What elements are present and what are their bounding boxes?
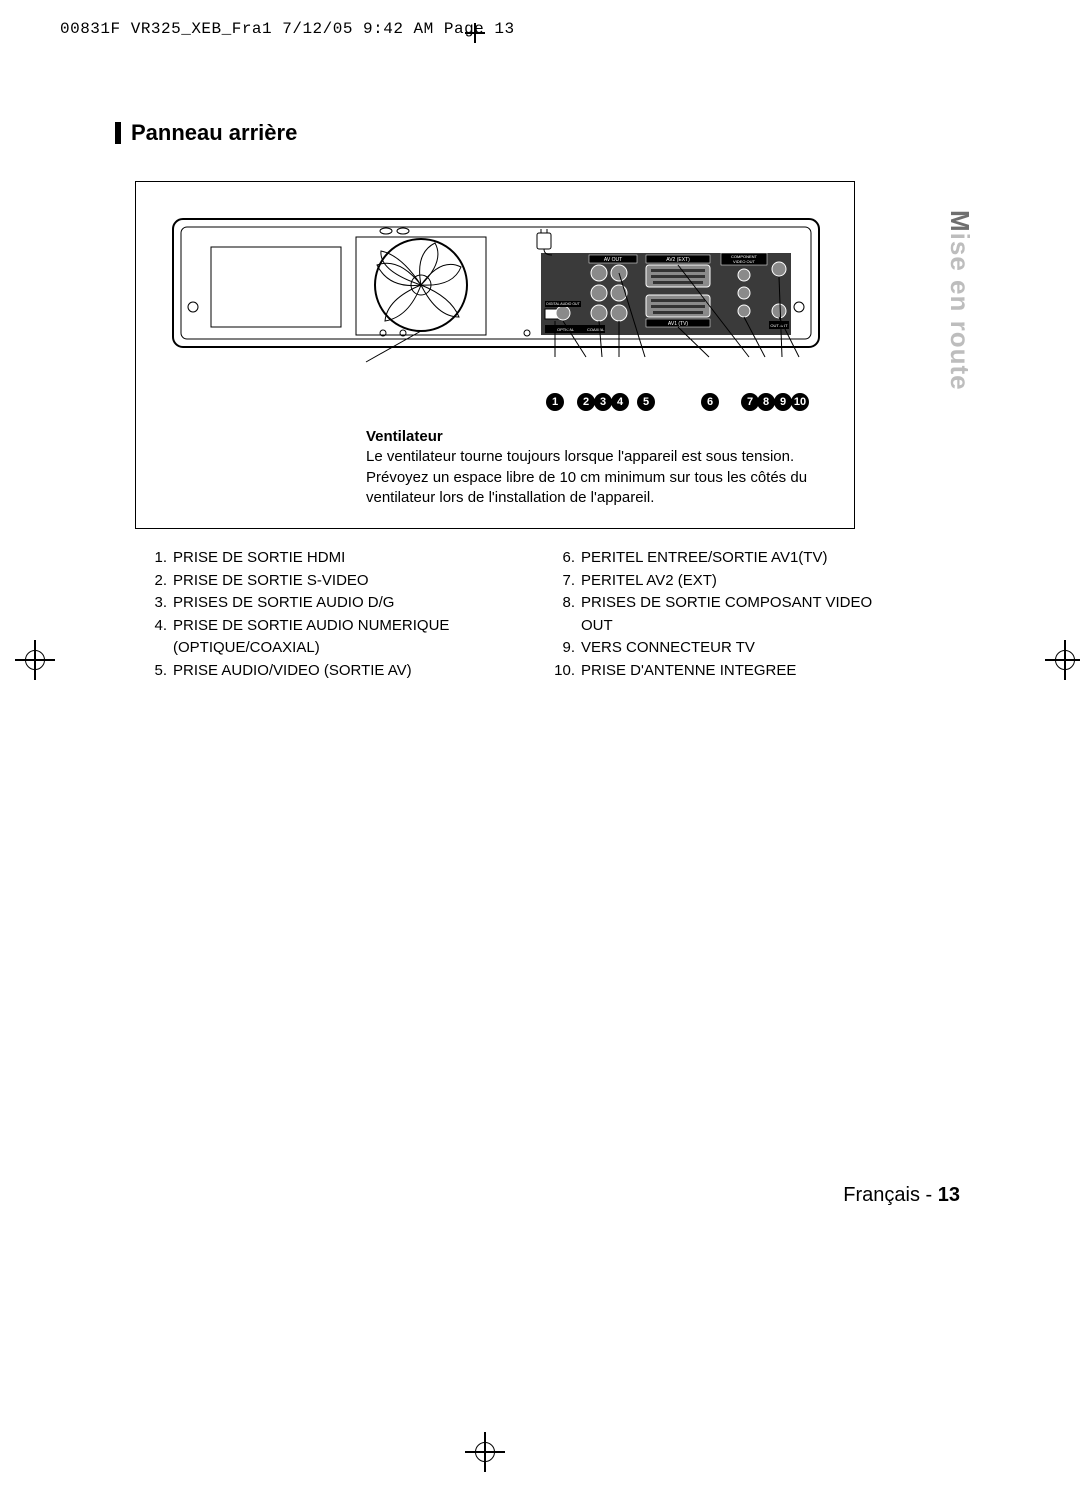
rear-panel-diagram: AV OUT OPTICAL COAXIAL DIGITAL AUDIO OUT… bbox=[171, 217, 821, 387]
registration-mark-left bbox=[15, 640, 55, 680]
label-av1-tv: AV1 (TV) bbox=[668, 321, 689, 327]
list-item: 9.VERS CONNECTEUR TV bbox=[553, 637, 901, 660]
ventilator-line1: Le ventilateur tourne toujours lorsque l… bbox=[366, 448, 794, 465]
legend: 1.PRISE DE SORTIE HDMI 2.PRISE DE SORTIE… bbox=[145, 547, 965, 682]
ventilator-note: Ventilateur Le ventilateur tourne toujou… bbox=[366, 427, 819, 508]
page-content: Panneau arrière bbox=[115, 120, 965, 682]
callout-3: 3 bbox=[594, 393, 612, 411]
legend-right: 6.PERITEL ENTREE/SORTIE AV1(TV) 7.PERITE… bbox=[553, 547, 901, 682]
list-item: 7.PERITEL AV2 (EXT) bbox=[553, 570, 901, 593]
list-item: 5.PRISE AUDIO/VIDEO (SORTIE AV) bbox=[145, 660, 493, 683]
callout-row: 1 2 3 4 5 6 7 8 9 10 bbox=[171, 393, 819, 423]
footer-language: Français bbox=[843, 1184, 920, 1206]
list-item: 2.PRISE DE SORTIE S-VIDEO bbox=[145, 570, 493, 593]
callout-5: 5 bbox=[637, 393, 655, 411]
label-digital-audio: DIGITAL AUDIO OUT bbox=[546, 302, 580, 306]
label-out-ant: OUT ANT bbox=[770, 323, 788, 328]
ventilator-label: Ventilateur bbox=[366, 428, 443, 445]
callout-4: 4 bbox=[611, 393, 629, 411]
label-coaxial: COAXIAL bbox=[587, 327, 605, 332]
ventilator-line3: ventilateur lors de l'installation de l'… bbox=[366, 489, 654, 506]
list-item: 3.PRISES DE SORTIE AUDIO D/G bbox=[145, 592, 493, 615]
label-optical: OPTICAL bbox=[557, 327, 575, 332]
callout-10: 10 bbox=[791, 393, 809, 411]
registration-mark-right bbox=[1045, 640, 1080, 680]
label-av2-ext: AV2 (EXT) bbox=[666, 257, 690, 263]
section-title: Panneau arrière bbox=[115, 120, 965, 146]
registration-mark-bottom bbox=[465, 1432, 505, 1472]
callout-8: 8 bbox=[757, 393, 775, 411]
legend-left: 1.PRISE DE SORTIE HDMI 2.PRISE DE SORTIE… bbox=[145, 547, 493, 682]
callout-2: 2 bbox=[577, 393, 595, 411]
list-item: 6.PERITEL ENTREE/SORTIE AV1(TV) bbox=[553, 547, 901, 570]
list-item: 1.PRISE DE SORTIE HDMI bbox=[145, 547, 493, 570]
list-item: 10.PRISE D'ANTENNE INTEGREE bbox=[553, 660, 901, 683]
label-av-out: AV OUT bbox=[604, 257, 622, 263]
callout-1: 1 bbox=[546, 393, 564, 411]
callout-9: 9 bbox=[774, 393, 792, 411]
list-item: 8.PRISES DE SORTIE COMPOSANT VIDEO OUT bbox=[553, 592, 901, 637]
print-header: 00831F VR325_XEB_Fra1 7/12/05 9:42 AM Pa… bbox=[60, 20, 515, 38]
ventilator-line2: Prévoyez un espace libre de 10 cm minimu… bbox=[366, 469, 807, 486]
diagram-box: AV OUT OPTICAL COAXIAL DIGITAL AUDIO OUT… bbox=[135, 181, 855, 529]
title-bar-icon bbox=[115, 122, 121, 144]
section-title-text: Panneau arrière bbox=[131, 120, 297, 146]
footer-page: 13 bbox=[938, 1184, 960, 1206]
callout-6: 6 bbox=[701, 393, 719, 411]
footer: Français - 13 bbox=[843, 1184, 960, 1207]
footer-separator: - bbox=[920, 1184, 938, 1206]
label-video-out: VIDEO OUT bbox=[733, 259, 756, 264]
list-item: 4.PRISE DE SORTIE AUDIO NUMERIQUE (OPTIQ… bbox=[145, 615, 493, 660]
